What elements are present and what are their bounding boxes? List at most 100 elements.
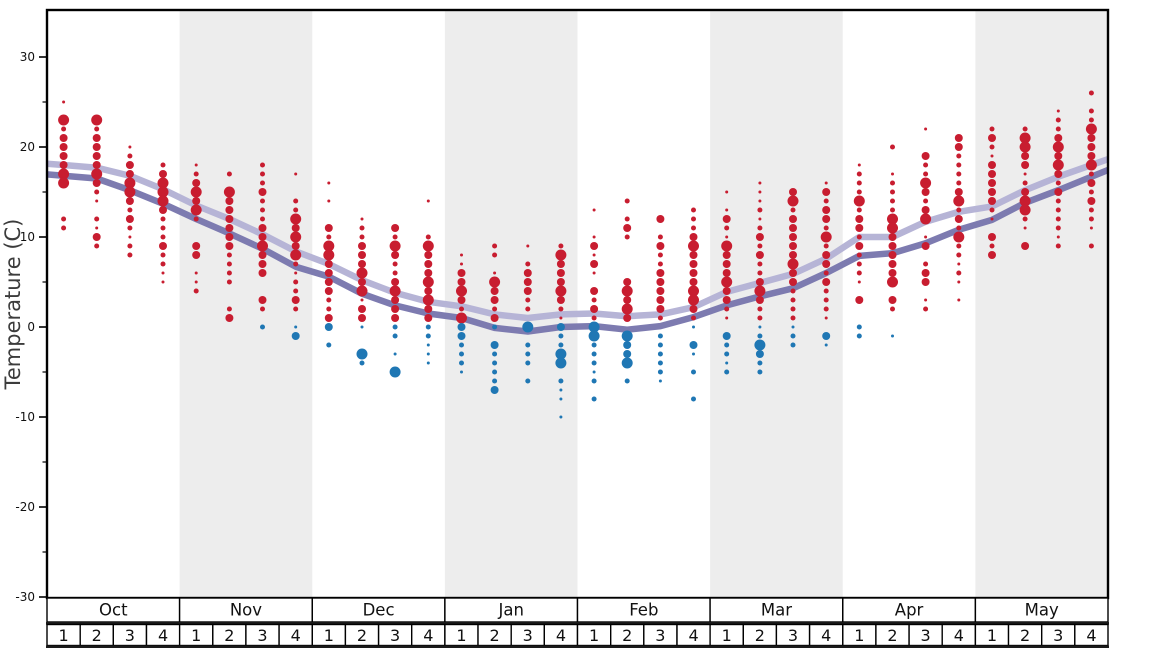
temp-dot <box>823 198 829 204</box>
temp-dot <box>721 276 733 288</box>
temp-dot <box>225 224 234 232</box>
month-shading-band <box>975 10 1108 598</box>
temp-dot <box>921 278 930 286</box>
temp-dot <box>157 177 169 189</box>
temp-dot <box>588 321 600 333</box>
temp-dot <box>956 207 962 213</box>
temp-dot <box>392 270 398 276</box>
temp-dot <box>954 134 963 142</box>
temp-dot <box>225 215 234 223</box>
temp-dot <box>724 369 730 375</box>
temp-dot <box>460 370 463 374</box>
temp-dot <box>257 240 268 252</box>
temp-dot <box>391 296 400 304</box>
month-label: Apr <box>895 601 924 620</box>
temp-dot <box>757 270 763 276</box>
week-label: 3 <box>257 626 267 645</box>
temp-dot <box>758 199 762 203</box>
temp-dot <box>1087 134 1096 142</box>
temp-dot <box>890 144 895 150</box>
temp-dot <box>360 325 364 329</box>
temp-dot <box>920 177 932 189</box>
temp-dot <box>656 278 665 286</box>
temp-dot <box>887 213 898 225</box>
temp-dot <box>160 234 166 240</box>
temp-dot <box>293 279 299 285</box>
temp-dot <box>1054 152 1063 160</box>
temp-dot <box>459 360 464 366</box>
temp-dot <box>921 206 930 214</box>
temp-dot <box>326 234 332 240</box>
temp-dot <box>621 303 633 315</box>
week-label: 1 <box>722 626 732 645</box>
week-label: 4 <box>688 626 698 645</box>
week-label: 4 <box>1086 626 1096 645</box>
temp-dot <box>359 225 365 231</box>
temp-dot <box>523 287 532 295</box>
temp-dot <box>688 240 699 252</box>
temp-dot <box>291 224 300 232</box>
temp-dot <box>326 306 332 312</box>
temp-dot <box>1089 226 1093 230</box>
month-label: Dec <box>363 601 395 620</box>
temp-dot <box>988 170 996 178</box>
temp-dot <box>324 323 333 331</box>
temp-dot <box>1054 170 1063 178</box>
week-label: 2 <box>622 626 632 645</box>
temp-dot <box>157 186 169 198</box>
temp-dot <box>789 233 797 241</box>
temp-dot <box>758 190 762 194</box>
temp-dot <box>558 333 564 339</box>
temp-dot <box>957 262 961 266</box>
temp-dot <box>526 244 530 248</box>
temp-dot <box>688 294 699 306</box>
temp-dot <box>856 234 862 240</box>
temp-dot <box>722 215 731 223</box>
temp-dot <box>691 207 696 213</box>
temp-dot <box>823 297 829 303</box>
temp-dot <box>225 242 234 250</box>
temp-dot <box>1055 243 1061 249</box>
temp-dot <box>324 314 333 322</box>
temp-dot <box>58 177 70 189</box>
temp-dot <box>692 352 695 356</box>
temp-dot <box>890 306 895 312</box>
temp-dot <box>359 360 365 366</box>
temp-dot <box>558 378 564 384</box>
temp-dot <box>989 207 995 213</box>
temp-dot <box>888 233 897 241</box>
temp-dot <box>456 312 467 324</box>
temp-dot <box>59 134 68 142</box>
week-label: 3 <box>390 626 400 645</box>
temp-dot <box>1088 108 1094 114</box>
week-label: 4 <box>821 626 831 645</box>
temp-dot <box>291 296 300 304</box>
temp-dot <box>293 261 299 267</box>
temp-dot <box>558 342 564 348</box>
temp-dot <box>1088 243 1094 249</box>
temp-dot <box>294 325 298 329</box>
temp-dot <box>124 177 136 189</box>
week-label: 1 <box>456 626 466 645</box>
temp-dot <box>223 186 235 198</box>
temp-dot <box>758 217 762 221</box>
temp-dot <box>591 396 597 402</box>
temp-dot <box>921 188 930 196</box>
temp-dot <box>689 260 698 268</box>
temp-dot <box>988 179 996 187</box>
temp-dot <box>657 261 663 267</box>
temp-dot <box>327 199 331 203</box>
temp-dot <box>789 215 797 223</box>
temp-dot <box>989 126 995 132</box>
temp-dot <box>621 357 633 369</box>
temp-dot <box>124 186 136 198</box>
temp-dot <box>924 298 928 302</box>
temp-dot <box>125 161 134 169</box>
temp-dot <box>824 316 828 320</box>
temp-dot <box>160 216 166 222</box>
temp-dot <box>1021 188 1030 196</box>
temp-dot <box>525 261 531 267</box>
temp-dot <box>260 180 265 186</box>
temp-dot <box>258 188 267 196</box>
temp-dot <box>293 198 299 204</box>
